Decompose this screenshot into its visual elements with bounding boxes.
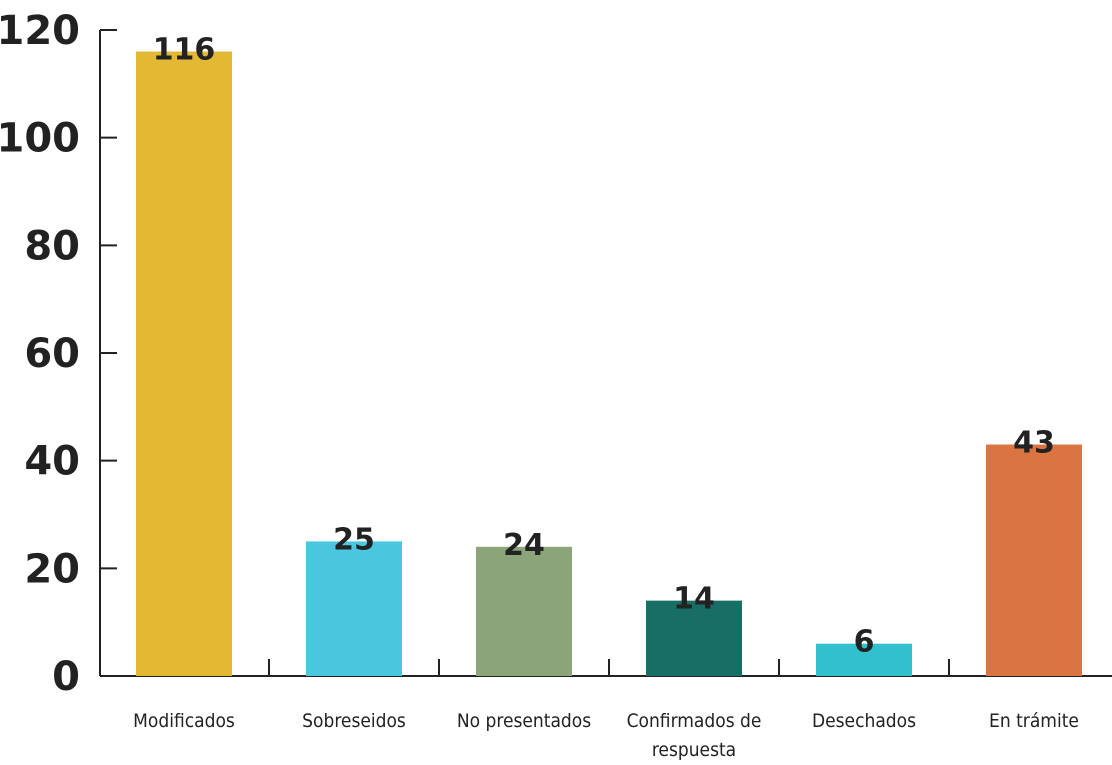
y-tick-label: 0 bbox=[52, 654, 80, 700]
bar-value-label: 116 bbox=[153, 33, 216, 68]
bar bbox=[646, 600, 742, 676]
bar-value-label: 43 bbox=[1013, 426, 1055, 461]
y-tick-label: 80 bbox=[24, 223, 80, 269]
y-tick-label: 120 bbox=[0, 8, 80, 54]
bar bbox=[306, 541, 402, 676]
x-category-label: respuesta bbox=[652, 739, 736, 761]
bar-value-label: 24 bbox=[503, 528, 545, 563]
bar bbox=[816, 643, 912, 676]
x-axis-categories: Modificados Sobreseidos No presentados Conf… bbox=[133, 710, 1079, 761]
x-category-label: Modificados bbox=[133, 710, 235, 732]
chart-axes bbox=[99, 29, 1112, 677]
y-tick-label: 40 bbox=[24, 439, 80, 485]
bar-value-label: 25 bbox=[333, 522, 375, 557]
x-category-label: En trámite bbox=[989, 710, 1079, 732]
x-category-label: No presentados bbox=[457, 710, 591, 732]
y-tick-label: 100 bbox=[0, 116, 80, 162]
y-tick-label: 20 bbox=[24, 546, 80, 592]
y-tick-label: 60 bbox=[24, 331, 80, 377]
y-axis-ticks: 0 20 40 60 80 100 120 bbox=[0, 8, 80, 700]
bar bbox=[476, 546, 572, 676]
bar-value-label: 14 bbox=[673, 582, 715, 617]
x-category-label: Confirmados de bbox=[627, 710, 762, 732]
bar bbox=[136, 51, 232, 677]
bar bbox=[986, 444, 1082, 676]
data-labels: 116 25 24 14 6 43 bbox=[153, 33, 1055, 660]
bars bbox=[136, 51, 1082, 677]
x-category-label: Sobreseidos bbox=[302, 710, 406, 732]
x-category-label: Desechados bbox=[812, 710, 916, 732]
bar-value-label: 6 bbox=[854, 625, 875, 660]
